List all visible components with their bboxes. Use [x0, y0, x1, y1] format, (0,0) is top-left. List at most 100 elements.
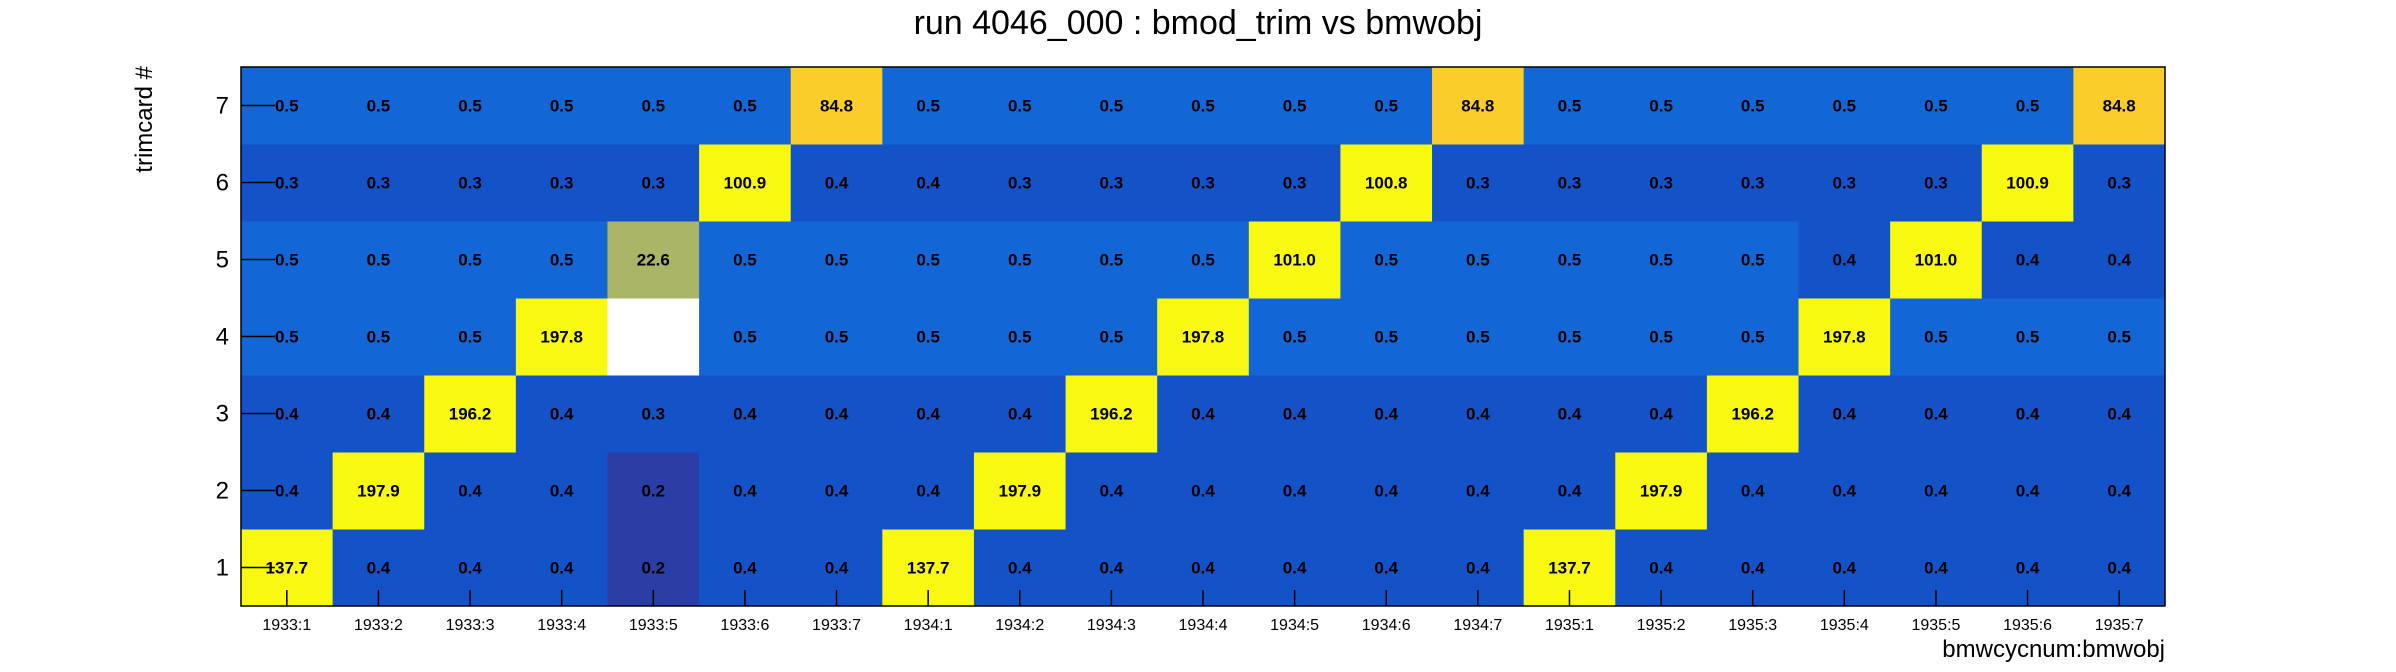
heatmap-cell — [699, 452, 792, 530]
heatmap-cell — [1065, 144, 1158, 222]
cell-value-label: 0.4 — [916, 482, 940, 501]
x-tick-label: 1933:3 — [446, 617, 495, 634]
cell-value-label: 0.4 — [825, 405, 849, 424]
heatmap-cell — [1248, 375, 1341, 453]
heatmap-cell — [1615, 221, 1708, 299]
cell-value-label: 0.4 — [275, 405, 299, 424]
cell-value-label: 0.4 — [1924, 482, 1948, 501]
cell-value-label: 0.5 — [1466, 328, 1490, 347]
cell-value-label: 0.4 — [1100, 482, 1124, 501]
heatmap-cell — [699, 221, 792, 299]
heatmap-cell — [882, 298, 975, 376]
heatmap-cell — [973, 67, 1067, 145]
heatmap-cell — [1340, 144, 1433, 222]
cell-value-label: 0.4 — [367, 405, 391, 424]
heatmap-cell — [332, 67, 425, 145]
heatmap-cell — [332, 144, 425, 222]
heatmap-cell — [2073, 221, 2166, 299]
cell-value-label: 0.5 — [1100, 97, 1124, 116]
y-tick-label: 2 — [216, 478, 229, 505]
x-tick-label: 1933:2 — [354, 617, 403, 634]
cell-value-label: 0.5 — [916, 251, 940, 270]
cell-value-label: 0.4 — [550, 405, 574, 424]
heatmap-cell — [1798, 452, 1891, 530]
cell-value-label: 0.5 — [1283, 328, 1307, 347]
cell-value-label: 0.4 — [1558, 405, 1582, 424]
cell-value-label: 0.5 — [1191, 251, 1215, 270]
heatmap-cell — [332, 221, 425, 299]
heatmap-cell — [1706, 298, 1800, 376]
heatmap-cell — [699, 298, 792, 376]
cell-value-label: 0.3 — [1558, 174, 1582, 193]
x-tick-label: 1935:5 — [1911, 617, 1960, 634]
heatmap-cell — [973, 452, 1067, 530]
cell-value-label: 0.4 — [458, 482, 482, 501]
x-tick-label: 1934:6 — [1362, 617, 1411, 634]
heatmap-cell — [1432, 452, 1525, 530]
heatmap-cell — [424, 67, 517, 145]
heatmap-cell — [1798, 375, 1891, 453]
x-tick-label: 1935:1 — [1545, 617, 1594, 634]
heatmap-cell — [332, 298, 425, 376]
cell-value-label: 0.4 — [916, 174, 940, 193]
cell-value-label: 0.5 — [1008, 328, 1032, 347]
cell-value-label: 0.5 — [825, 251, 849, 270]
cell-value-label: 0.5 — [641, 97, 665, 116]
heatmap-cell — [1706, 144, 1800, 222]
heatmap-cell — [332, 375, 425, 453]
cell-value-label: 0.5 — [275, 328, 299, 347]
heatmap-cell — [790, 452, 883, 530]
heatmap-cell — [882, 67, 975, 145]
cell-value-label: 84.8 — [820, 97, 853, 116]
heatmap-cell — [973, 144, 1067, 222]
cell-value-label: 196.2 — [1731, 405, 1774, 424]
cell-value-label: 0.4 — [1191, 482, 1215, 501]
cell-value-label: 0.4 — [1374, 482, 1398, 501]
cell-value-label: 0.5 — [1100, 251, 1124, 270]
cell-value-label: 0.3 — [1741, 174, 1765, 193]
cell-value-label: 0.4 — [2016, 559, 2040, 578]
heatmap-cell — [973, 298, 1067, 376]
x-tick-label: 1935:6 — [2003, 617, 2052, 634]
heatmap-cell — [515, 375, 608, 453]
cell-value-label: 0.4 — [1374, 559, 1398, 578]
cell-value-label: 0.5 — [1833, 97, 1857, 116]
cell-value-label: 0.4 — [1008, 405, 1032, 424]
heatmap-cell — [1523, 298, 1616, 376]
cell-value-label: 101.0 — [1915, 251, 1958, 270]
heatmap-cell — [607, 221, 700, 299]
heatmap-cell — [1157, 144, 1250, 222]
cell-value-label: 0.5 — [916, 328, 940, 347]
heatmap-cell — [790, 144, 883, 222]
cell-value-label: 0.4 — [2107, 559, 2131, 578]
cell-value-label: 0.4 — [916, 405, 940, 424]
heatmap-cell — [1798, 298, 1891, 376]
cell-value-label: 0.5 — [275, 97, 299, 116]
cell-value-label: 0.4 — [1283, 559, 1307, 578]
heatmap-cell — [1340, 221, 1433, 299]
cell-value-label: 0.5 — [367, 328, 391, 347]
cell-value-label: 0.5 — [2107, 328, 2131, 347]
cell-value-label: 100.9 — [2006, 174, 2049, 193]
axes: 1 2 3 4 5 6 7 1933:1 1933:2 1933:3 1933:4 1933:5 193… — [216, 93, 2144, 635]
heatmap-cell — [1615, 375, 1708, 453]
cell-value-label: 0.5 — [1924, 328, 1948, 347]
cell-value-label: 0.5 — [458, 328, 482, 347]
y-tick-label: 1 — [216, 555, 229, 582]
cell-value-label: 0.3 — [1100, 174, 1124, 193]
x-tick-label: 1934:5 — [1270, 617, 1319, 634]
heatmap-cell — [973, 375, 1067, 453]
cell-value-label: 101.0 — [1273, 251, 1316, 270]
heatmap-cell — [1890, 221, 1983, 299]
heatmap-cell — [1981, 144, 2074, 222]
heatmap-cell — [1340, 375, 1433, 453]
heatmap-cell — [1706, 67, 1800, 145]
heatmap-cell — [699, 375, 792, 453]
heatmap-cell — [1890, 298, 1983, 376]
heatmap-cell — [1248, 298, 1341, 376]
cell-value-label: 0.4 — [550, 559, 574, 578]
cell-value-label: 0.5 — [1558, 328, 1582, 347]
heatmap-cell — [607, 67, 700, 145]
heatmap-cell — [515, 298, 608, 376]
cell-value-label: 0.4 — [825, 559, 849, 578]
